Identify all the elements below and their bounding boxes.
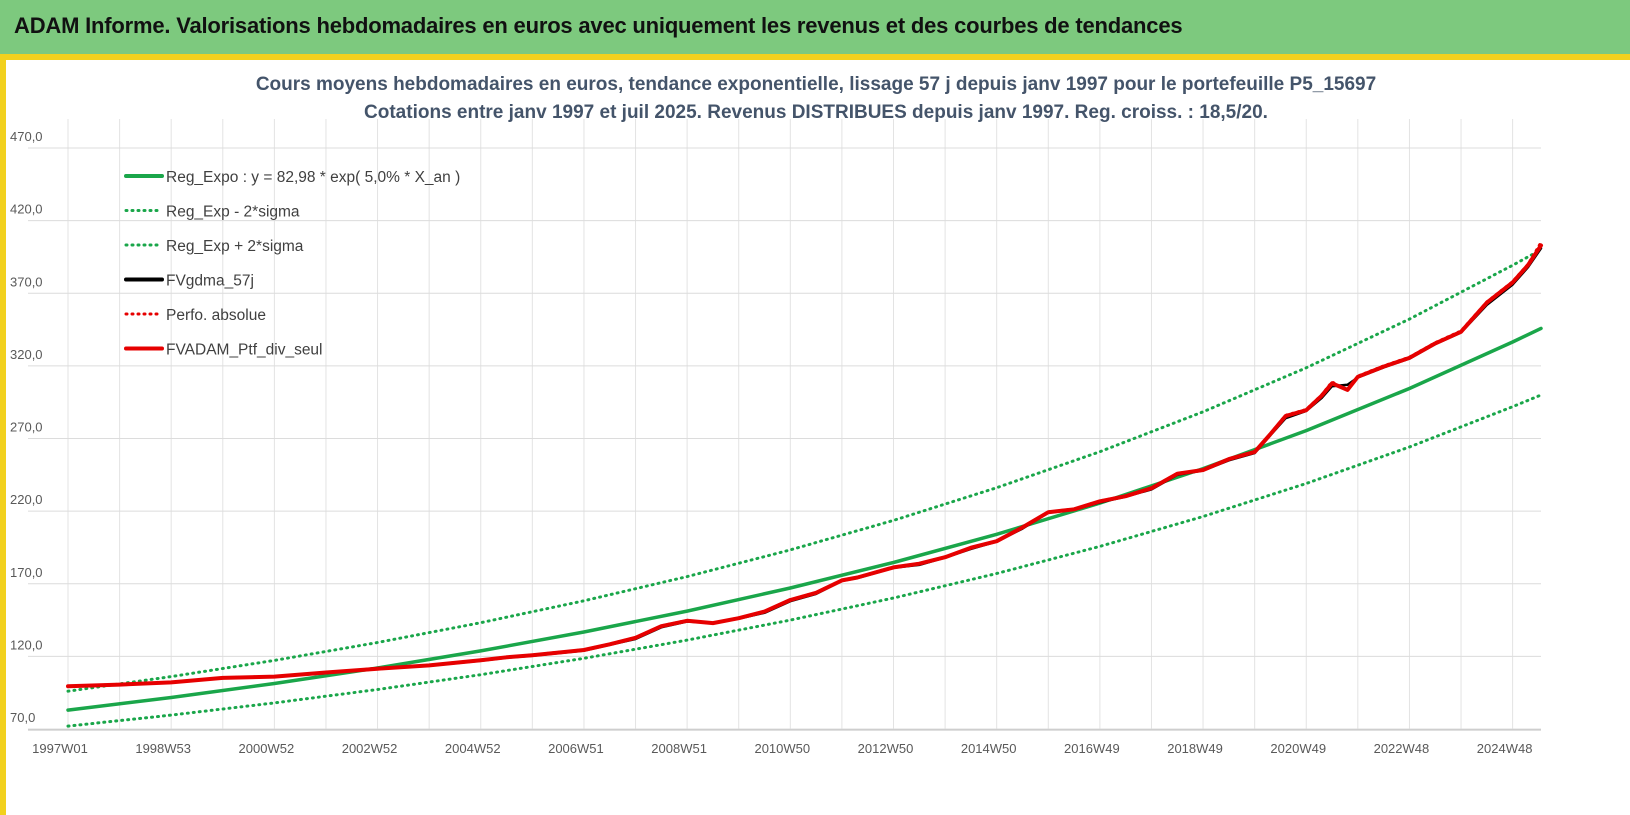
y-tick-label: 170,0 bbox=[10, 565, 43, 580]
x-tick-label: 2014W50 bbox=[961, 741, 1017, 756]
x-tick-label: 1998W53 bbox=[135, 741, 191, 756]
x-tick-label: 2024W48 bbox=[1477, 741, 1533, 756]
axes: 70,0 120,0 170,0 220,0 270,0 320,0 370,0 420,0 4… bbox=[10, 129, 1541, 756]
yellow-accent-top bbox=[0, 54, 1630, 60]
y-tick-label: 120,0 bbox=[10, 637, 43, 652]
x-tick-label: 2002W52 bbox=[342, 741, 398, 756]
legend: Reg_Expo : y = 82,98 * exp( 5,0% * X_an … bbox=[124, 169, 460, 359]
series-line-0 bbox=[66, 326, 1543, 712]
series-line-1 bbox=[66, 393, 1543, 728]
legend-label: Perfo. absolue bbox=[166, 307, 266, 324]
series-line-2 bbox=[66, 248, 1543, 693]
x-tick-label: 2010W50 bbox=[754, 741, 810, 756]
y-tick-label: 320,0 bbox=[10, 347, 43, 362]
x-tick-label: 1997W01 bbox=[32, 741, 88, 756]
banner-title: ADAM Informe. Valorisations hebdomadaire… bbox=[14, 13, 1183, 38]
series-line-4 bbox=[66, 241, 1543, 688]
y-tick-label: 270,0 bbox=[10, 420, 43, 435]
y-tick-label: 70,0 bbox=[10, 710, 35, 725]
x-tick-label: 2006W51 bbox=[548, 741, 604, 756]
series-layer bbox=[66, 241, 1543, 728]
line-chart: Cours moyens hebdomadaires en euros, ten… bbox=[10, 74, 1543, 756]
x-tick-label: 2020W49 bbox=[1270, 741, 1326, 756]
chart-panel: Cours moyens hebdomadaires en euros, ten… bbox=[6, 60, 1624, 810]
chart-subtitle: Cotations entre janv 1997 et juil 2025. … bbox=[364, 102, 1268, 123]
x-tick-label: 2018W49 bbox=[1167, 741, 1223, 756]
top-banner: ADAM Informe. Valorisations hebdomadaire… bbox=[0, 0, 1630, 54]
chart-title: Cours moyens hebdomadaires en euros, ten… bbox=[256, 74, 1376, 95]
y-tick-label: 220,0 bbox=[10, 492, 43, 507]
y-tick-label: 370,0 bbox=[10, 274, 43, 289]
x-tick-label: 2016W49 bbox=[1064, 741, 1120, 756]
x-tick-label: 2022W48 bbox=[1374, 741, 1430, 756]
legend-label: Reg_Exp - 2*sigma bbox=[166, 204, 300, 221]
legend-label: FVADAM_Ptf_div_seul bbox=[166, 342, 323, 359]
yellow-accent-left bbox=[0, 54, 6, 815]
legend-label: FVgdma_57j bbox=[166, 273, 254, 290]
y-tick-label: 420,0 bbox=[10, 202, 43, 217]
x-tick-label: 2004W52 bbox=[445, 741, 501, 756]
legend-label: Reg_Exp + 2*sigma bbox=[166, 238, 304, 255]
y-tick-label: 470,0 bbox=[10, 129, 43, 144]
x-tick-label: 2000W52 bbox=[239, 741, 295, 756]
x-tick-label: 2012W50 bbox=[858, 741, 914, 756]
series-line-5 bbox=[66, 243, 1543, 689]
x-tick-label: 2008W51 bbox=[651, 741, 707, 756]
series-line-3 bbox=[66, 247, 1543, 688]
grid bbox=[28, 119, 1541, 730]
legend-label: Reg_Expo : y = 82,98 * exp( 5,0% * X_an … bbox=[166, 169, 460, 186]
